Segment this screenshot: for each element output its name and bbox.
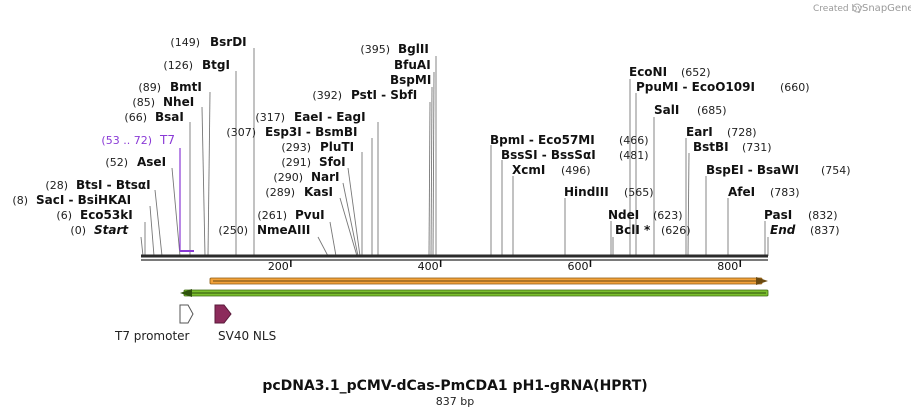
site-name-sali[interactable]: SalI [654,103,679,117]
site-num: (728) [727,126,757,139]
credit-brand: SnapGene [862,3,911,14]
site-num: (126) [163,59,193,72]
site-name-nari[interactable]: NarI [311,170,340,184]
site-num: (395) [360,43,390,56]
site-name-ppumi[interactable]: PpuMI - EcoO109I [636,80,755,94]
credit-prefix: Created by [813,4,863,14]
site-num-t7: (53 .. 72) [101,134,152,147]
site-name-eaei[interactable]: EaeI - EagI [294,110,366,124]
site-name-bsssi[interactable]: BssSI - BssSαI [501,148,596,162]
site-name-hindiii[interactable]: HindIII [564,185,609,199]
site-name-btsi[interactable]: BtsI - BtsαI [76,178,151,192]
site-name-sfoi[interactable]: SfoI [319,155,346,169]
site-name-t7[interactable]: T7 [159,133,175,147]
snapgene-logo-icon [852,3,862,13]
site-name-bsrdi[interactable]: BsrDI [210,35,247,49]
restriction-site-labels: (149) BsrDI (126) BtgI (89) BmtI (85) Nh… [12,35,850,237]
site-num: (85) [132,96,155,109]
site-name-start[interactable]: Start [94,223,129,237]
site-num: (307) [226,126,256,139]
site-num: (496) [561,164,591,177]
site-num: (290) [273,171,303,184]
t7-promoter-feature-icon[interactable] [179,304,194,324]
orf-reverse-arrowhead-icon [180,289,192,297]
axis-tick-label: 200 [268,260,289,273]
site-name-psti[interactable]: PstI - SbfI [351,88,417,102]
site-num: (623) [653,209,683,222]
site-name-nhei[interactable]: NheI [163,95,194,109]
site-name-saci[interactable]: SacI - BsiHKAI [36,193,131,207]
site-name-bspei[interactable]: BspEI - BsaWI [706,163,799,177]
site-num: (565) [624,186,654,199]
site-name-btgi[interactable]: BtgI [202,58,230,72]
site-num: (52) [105,156,128,169]
site-name-xcmi[interactable]: XcmI [512,163,545,177]
sv40-nls-feature-icon[interactable] [214,304,232,324]
site-name-bcli[interactable]: BclI * [615,223,651,237]
orf-reverse-arrow[interactable] [180,289,769,297]
site-name-bglii[interactable]: BglII [398,42,429,56]
site-name-eco53ki[interactable]: Eco53kI [80,208,133,222]
site-num: (652) [681,66,711,79]
site-num: (392) [312,89,342,102]
site-num: (466) [619,134,649,147]
site-num: (6) [56,209,72,222]
site-name-bpmi[interactable]: BpmI - Eco57MI [490,133,595,147]
site-num: (837) [810,224,840,237]
site-name-eari[interactable]: EarI [686,125,713,139]
map-title: pcDNA3.1_pCMV-dCas-PmCDA1 pH1-gRNA(HPRT) [262,378,647,394]
site-name-kasi[interactable]: KasI [304,185,333,199]
axis-tick-label: 400 [418,260,439,273]
site-num: (731) [742,141,772,154]
site-name-bsai[interactable]: BsaI [155,110,184,124]
orf-forward-arrow[interactable] [209,277,768,285]
site-num: (89) [138,81,161,94]
site-name-nmeaiii[interactable]: NmeAIII [257,223,310,237]
site-name-ndei[interactable]: NdeI [608,208,639,222]
site-num: (754) [821,164,851,177]
site-num: (660) [780,81,810,94]
site-name-bmti[interactable]: BmtI [170,80,202,94]
axis-ticks: 200 400 600 800 [268,260,742,273]
site-num: (317) [255,111,285,124]
site-name-asei[interactable]: AseI [137,155,166,169]
site-num: (66) [124,111,147,124]
sequence-backbone [141,254,768,261]
site-num: (685) [697,104,727,117]
site-num: (783) [770,186,800,199]
axis-tick-label: 800 [717,260,738,273]
site-num: (0) [70,224,86,237]
feature-label-t7-promoter: T7 promoter [114,329,190,343]
site-name-bfuai[interactable]: BfuAI [394,58,431,72]
site-num: (291) [281,156,311,169]
leader-lines [140,48,769,257]
site-name-pasi[interactable]: PasI [764,208,792,222]
axis-tick-label: 600 [567,260,588,273]
site-num: (481) [619,149,649,162]
site-name-pvui[interactable]: PvuI [295,208,325,222]
site-num: (28) [45,179,68,192]
site-name-afei[interactable]: AfeI [728,185,755,199]
site-num: (289) [265,186,295,199]
site-name-bstbi[interactable]: BstBI [693,140,729,154]
site-name-end[interactable]: End [770,223,796,237]
site-num: (8) [12,194,28,207]
site-num: (626) [661,224,691,237]
site-num: (832) [808,209,838,222]
site-num: (250) [218,224,248,237]
site-name-esp3i[interactable]: Esp3I - BsmBI [265,125,357,139]
site-num: (293) [281,141,311,154]
orf-forward-arrowhead-icon [756,277,768,285]
site-name-econi[interactable]: EcoNI [629,65,667,79]
site-num: (261) [257,209,287,222]
site-name-pluti[interactable]: PluTI [320,140,354,154]
feature-label-sv40-nls: SV40 NLS [218,329,276,343]
sequence-length: 837 bp [436,395,474,408]
site-num: (149) [170,36,200,49]
site-name-bspmi[interactable]: BspMI [390,73,431,87]
